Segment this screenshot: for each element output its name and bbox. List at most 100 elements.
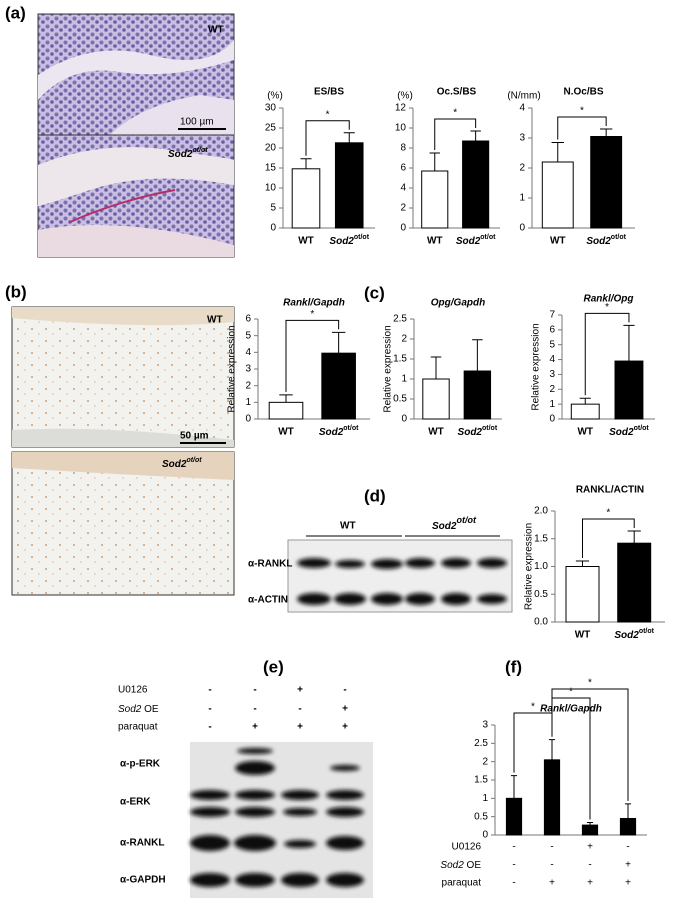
significance-label: * <box>326 109 330 120</box>
error-bar <box>579 397 591 405</box>
bar <box>422 378 450 420</box>
y-tick-label: 4 <box>245 347 251 358</box>
error-bar <box>472 339 483 371</box>
condition-mark: - <box>208 704 211 715</box>
bar <box>590 136 623 229</box>
blot-row-label: α-RANKL <box>120 838 164 849</box>
label: WT <box>428 427 444 438</box>
significance-bracket <box>557 116 607 140</box>
label-text: Sod2 <box>118 704 142 715</box>
y-axis-label: Relative expression <box>383 325 394 412</box>
label-text: Sod2 <box>586 236 611 247</box>
label-text: Sod2 <box>319 427 344 438</box>
y-axis-label: Relative expression <box>524 523 535 610</box>
y-tick-label: 0 <box>245 414 251 425</box>
label-sup: ot/ot <box>611 234 627 241</box>
y-tick-label: 0 <box>400 223 406 234</box>
chart-title: Rankl/Gapdh <box>283 298 345 309</box>
y-tick-label: 6 <box>400 163 406 174</box>
error-bar <box>343 132 355 143</box>
label-sup: ot/ot <box>639 628 655 635</box>
y-tick-label: 3 <box>245 364 251 375</box>
y-tick-label: 0 <box>270 223 276 234</box>
y-tick-label: 6 <box>549 324 555 335</box>
y-tick-label: 1 <box>519 193 525 204</box>
y-tick-label: 2.0 <box>534 506 548 517</box>
panel-label: (b) <box>5 282 27 301</box>
condition-mark: - <box>512 860 515 871</box>
y-tick-label: 3 <box>482 720 488 731</box>
y-unit: (N/mm) <box>507 91 540 102</box>
label-suffix: OE <box>141 704 159 715</box>
y-tick-label: 5 <box>549 339 555 350</box>
chart-title: Rankl/Gapdh <box>540 704 602 715</box>
bar <box>268 401 304 420</box>
significance-label: * <box>531 702 535 713</box>
error-bar <box>300 158 312 169</box>
label-text: Sod2 <box>168 149 193 160</box>
bar <box>541 161 574 229</box>
label-suffix: OE <box>464 860 482 871</box>
condition-mark: - <box>343 685 346 696</box>
label: Sod2ot/ot <box>456 234 496 247</box>
scale-label: 100 µm <box>180 117 214 128</box>
label: WT <box>577 427 593 438</box>
micrograph-label: WT <box>208 25 224 36</box>
y-tick-label: 4 <box>549 354 555 365</box>
significance-label: * <box>453 108 457 119</box>
y-tick-label: 2 <box>400 203 406 214</box>
y-tick-label: 1.0 <box>534 561 548 572</box>
condition-mark: + <box>625 878 631 889</box>
label-sup: ot/ot <box>354 234 370 241</box>
micrograph-label: Sod2ot/ot <box>162 457 202 470</box>
y-tick-label: 8 <box>400 143 406 154</box>
error-bar <box>430 356 442 379</box>
y-tick-label: 1.5 <box>393 354 407 365</box>
significance-label: * <box>310 309 314 320</box>
bar <box>570 403 600 420</box>
y-tick-label: 30 <box>265 103 277 114</box>
condition-mark: + <box>342 722 348 733</box>
significance-label: * <box>605 302 609 313</box>
micrograph-b: WT Sod2ot/ot 50 µm <box>11 306 235 596</box>
condition-mark: + <box>587 842 593 853</box>
y-tick-label: 4 <box>400 183 406 194</box>
label: Sod2ot/ot <box>329 234 369 247</box>
label-sup: ot/ot <box>634 425 650 432</box>
y-tick-label: 1 <box>401 374 407 385</box>
chart-title: Opg/Gapdh <box>431 298 485 309</box>
condition-mark: - <box>588 860 591 871</box>
group-label: WT <box>340 521 356 532</box>
label-sup: ot/ot <box>192 147 208 154</box>
chart-title: Rankl/Opg <box>583 294 633 305</box>
y-tick-label: 1 <box>549 399 555 410</box>
label-text: Sod2 <box>614 630 639 641</box>
bar <box>543 759 561 836</box>
y-tick-label: 2 <box>519 163 525 174</box>
panel-label: (d) <box>364 486 386 505</box>
bar <box>619 818 637 836</box>
y-tick-label: 0 <box>519 223 525 234</box>
bar <box>334 142 364 229</box>
label: Sod2ot/ot <box>458 425 498 438</box>
condition-mark: - <box>626 842 629 853</box>
y-tick-label: 12 <box>395 103 407 114</box>
blot-row-label: α-ACTIN <box>248 595 288 606</box>
bar <box>581 824 599 836</box>
y-tick-label: 2 <box>482 756 488 767</box>
y-unit: (%) <box>267 91 283 102</box>
label: Sod2 OE <box>440 860 481 871</box>
condition-mark: + <box>252 722 258 733</box>
label-text: Sod2 <box>162 459 187 470</box>
label: WT <box>278 427 294 438</box>
y-tick-label: 2.5 <box>393 314 407 325</box>
chart-title: ES/BS <box>314 87 344 98</box>
group-label: Sod2ot/ot <box>432 515 477 531</box>
y-tick-label: 0 <box>401 414 407 425</box>
label: WT <box>575 630 591 641</box>
condition-mark: - <box>512 878 515 889</box>
label: WT <box>550 236 566 247</box>
label-text: Sod2 <box>440 860 464 871</box>
